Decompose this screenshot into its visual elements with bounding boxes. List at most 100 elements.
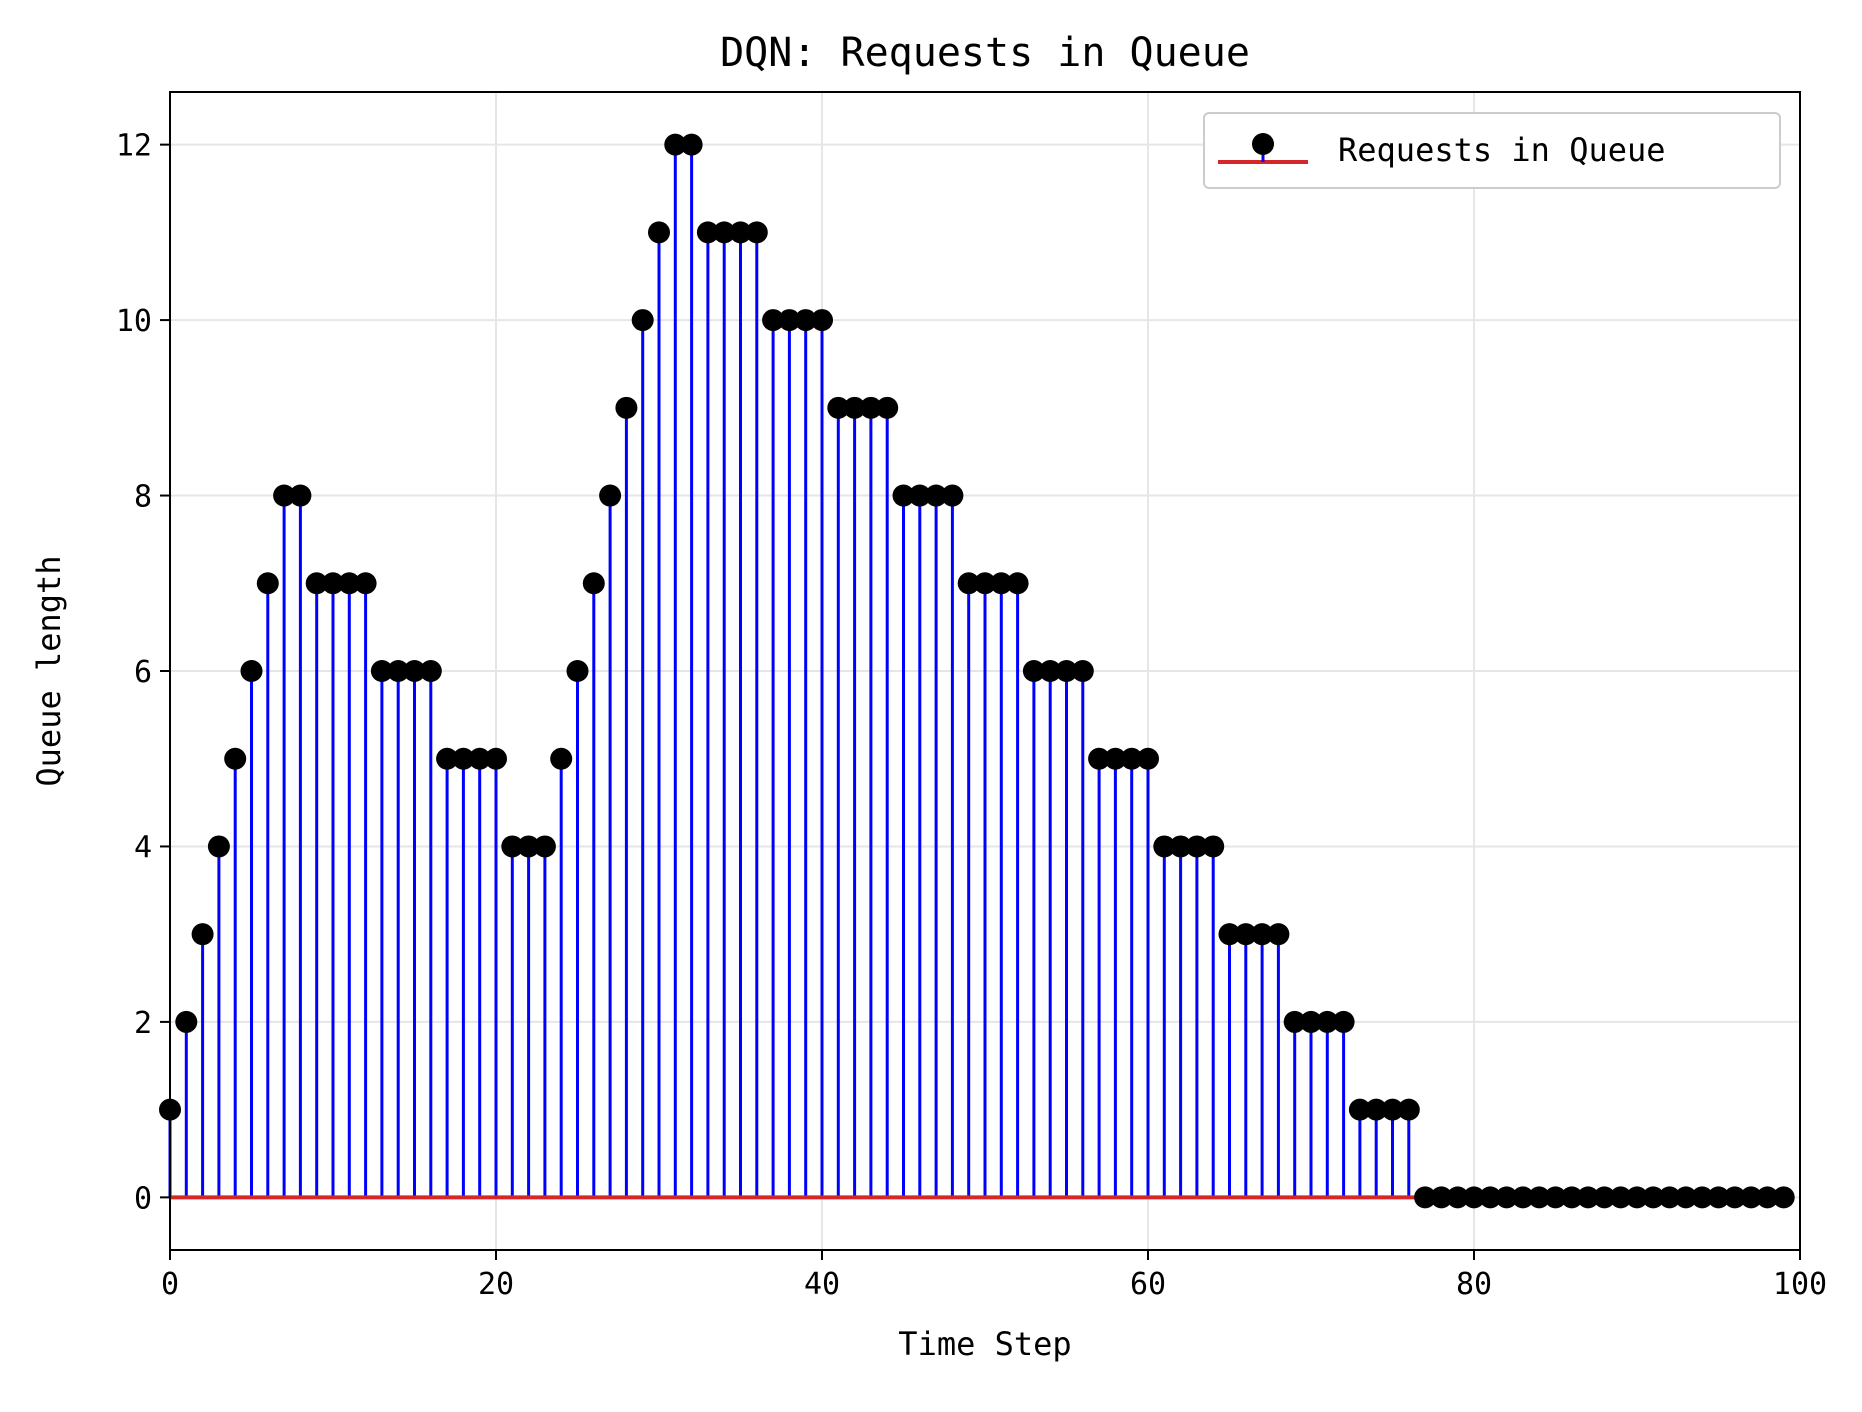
data-point <box>941 484 964 507</box>
data-point <box>387 660 410 682</box>
data-point <box>1283 1010 1306 1033</box>
data-point <box>1674 1186 1697 1209</box>
data-point <box>1430 1186 1453 1209</box>
data-point <box>468 747 491 770</box>
data-point <box>990 572 1013 595</box>
data-point <box>778 309 801 332</box>
data-point <box>533 835 556 858</box>
data-point <box>974 572 996 595</box>
x-tick-label: 100 <box>1773 1267 1827 1302</box>
data-point <box>680 133 703 156</box>
x-axis-label: Time Step <box>898 1325 1071 1363</box>
data-point <box>1185 835 1208 858</box>
data-point <box>224 747 247 770</box>
data-point <box>1006 572 1029 595</box>
markers <box>159 133 1795 1209</box>
data-point <box>1332 1010 1355 1033</box>
data-point <box>827 396 850 419</box>
data-point <box>957 572 980 595</box>
y-axis-label: Queue length <box>30 555 68 786</box>
data-point <box>1104 747 1127 770</box>
legend: Requests in Queue <box>1203 112 1781 189</box>
data-point <box>452 747 475 770</box>
data-point <box>1300 1010 1322 1033</box>
data-point <box>1609 1186 1632 1209</box>
y-tick-label: 4 <box>134 830 152 865</box>
data-point <box>517 835 540 858</box>
y-tick-label: 2 <box>134 1006 152 1041</box>
y-tick-label: 6 <box>134 655 152 690</box>
data-point <box>354 572 377 595</box>
data-point <box>1479 1186 1502 1209</box>
data-point <box>1120 747 1143 770</box>
data-point <box>1169 835 1192 858</box>
data-point <box>1137 747 1159 770</box>
data-point <box>1560 1186 1583 1209</box>
data-point <box>419 660 442 682</box>
chart-title: DQN: Requests in Queue <box>720 30 1250 76</box>
data-point <box>485 747 507 770</box>
data-point <box>305 572 328 595</box>
stems <box>168 144 1411 1198</box>
legend-label: Requests in Queue <box>1338 131 1666 169</box>
data-point <box>1088 747 1111 770</box>
ticks: 0 20 40 60 80 100 0 2 4 6 8 10 12 <box>116 129 1827 1302</box>
data-point <box>1642 1186 1665 1209</box>
y-tick-label: 8 <box>134 480 152 515</box>
x-tick-label: 60 <box>1130 1267 1166 1302</box>
y-tick-label: 0 <box>134 1181 152 1216</box>
data-point <box>1593 1186 1616 1209</box>
y-tick-label: 12 <box>116 129 152 164</box>
data-point <box>191 923 214 946</box>
data-point <box>843 396 866 419</box>
data-point <box>322 572 344 595</box>
data-point <box>1544 1186 1567 1209</box>
data-point <box>892 484 915 507</box>
data-point <box>1218 923 1241 946</box>
data-point <box>1691 1186 1714 1209</box>
data-point <box>876 396 899 419</box>
data-point <box>696 221 719 244</box>
data-point <box>1397 1098 1420 1121</box>
data-point <box>436 747 459 770</box>
x-tick-label: 40 <box>804 1267 840 1302</box>
data-point <box>631 309 654 332</box>
data-point <box>1348 1098 1371 1121</box>
data-point <box>713 221 736 244</box>
data-point <box>338 572 361 595</box>
data-point <box>207 835 230 858</box>
data-point <box>403 660 426 682</box>
data-point <box>1463 1186 1485 1209</box>
legend-marker-swatch <box>1252 133 1274 155</box>
data-point <box>1723 1186 1746 1209</box>
data-point <box>550 747 573 770</box>
data-point <box>1071 660 1094 682</box>
data-point <box>745 221 768 244</box>
data-point <box>1495 1186 1518 1209</box>
data-point <box>501 835 524 858</box>
data-point <box>664 133 687 156</box>
data-point <box>762 309 785 332</box>
data-point <box>1039 660 1062 682</box>
data-point <box>599 484 622 507</box>
legend-box <box>1203 112 1781 189</box>
data-point <box>370 660 393 682</box>
data-point <box>1511 1186 1534 1209</box>
data-point <box>1022 660 1045 682</box>
data-point <box>811 309 833 332</box>
data-point <box>1251 923 1274 946</box>
data-point <box>240 660 263 682</box>
data-point <box>1446 1186 1469 1209</box>
data-point <box>1381 1098 1404 1121</box>
data-point <box>1577 1186 1600 1209</box>
data-point <box>1772 1186 1795 1209</box>
data-point <box>648 221 670 244</box>
data-point <box>729 221 752 244</box>
data-point <box>1658 1186 1681 1209</box>
data-point <box>859 396 882 419</box>
data-point <box>1756 1186 1779 1209</box>
data-point <box>1153 835 1176 858</box>
